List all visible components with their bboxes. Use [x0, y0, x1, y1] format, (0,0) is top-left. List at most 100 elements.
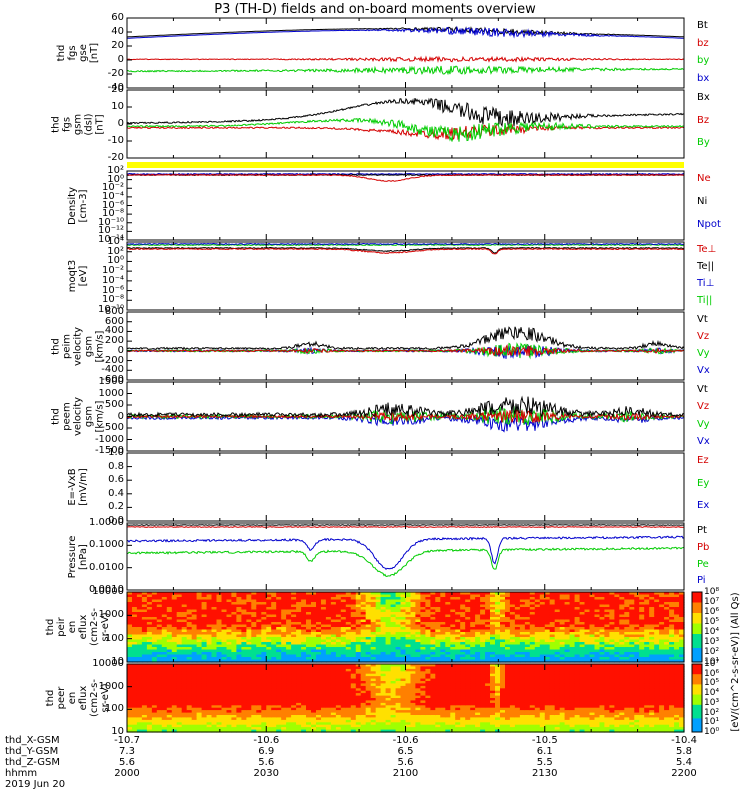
- spectrogram-cell: [614, 659, 620, 663]
- spectrogram-cell: [196, 597, 203, 601]
- spectrogram-cell: [395, 729, 402, 733]
- spectrogram-cell: [181, 664, 188, 667]
- spectrogram-cell: [664, 599, 670, 603]
- spectrogram-cell: [375, 622, 382, 626]
- spectrogram-cell: [340, 698, 347, 701]
- spectrogram-cell: [405, 629, 412, 633]
- spectrogram-cell: [181, 722, 188, 726]
- spectrogram-cell: [132, 604, 138, 608]
- spectrogram-cell: [136, 659, 143, 663]
- spectrogram-cell: [445, 612, 451, 616]
- spectrogram-cell: [644, 592, 650, 596]
- spectrogram-cell: [241, 639, 247, 643]
- spectrogram-cell: [256, 637, 262, 641]
- spectrogram-cell: [281, 710, 287, 714]
- spectrogram-cell: [534, 642, 541, 646]
- spectrogram-cell: [594, 637, 601, 641]
- spectrogram-cell: [390, 647, 397, 651]
- spectrogram-cell: [490, 622, 496, 626]
- spectrogram-cell: [196, 617, 203, 621]
- spectrogram-cell: [524, 652, 531, 656]
- spectrogram-cell: [241, 700, 247, 704]
- spectrogram-cell: [216, 629, 223, 633]
- spectrogram-cell: [485, 632, 491, 636]
- spectrogram-cell: [136, 707, 143, 711]
- spectrogram-cell: [156, 719, 163, 723]
- spectrogram-cell: [460, 599, 466, 603]
- spectrogram-cell: [251, 695, 257, 699]
- spectrogram-cell: [301, 609, 307, 613]
- spectrogram-cell: [549, 617, 556, 621]
- spectrogram-cell: [370, 678, 377, 682]
- spectrogram-cell: [321, 673, 327, 677]
- spectrogram-cell: [365, 693, 372, 697]
- spectrogram-cell: [132, 702, 138, 706]
- spectrogram-cell: [306, 707, 312, 711]
- spectrogram-cell: [127, 622, 133, 626]
- spectrogram-cell: [340, 722, 347, 726]
- spectrogram-cell: [281, 659, 287, 663]
- spectrogram-cell: [201, 599, 208, 603]
- spectrogram-cell: [296, 612, 302, 616]
- spectrogram-cell: [574, 632, 581, 636]
- spectrogram-cell: [201, 614, 208, 618]
- spectrogram-cell: [281, 700, 287, 704]
- spectrogram-cell: [261, 676, 267, 680]
- spectrogram-cell: [241, 715, 247, 718]
- spectrogram-cell: [539, 659, 546, 663]
- spectrogram-cell: [231, 673, 237, 677]
- spectrogram-cell: [390, 644, 397, 648]
- spectrogram-cell: [390, 695, 397, 699]
- spectrogram-cell: [450, 649, 456, 653]
- spectrogram-cell: [385, 619, 392, 623]
- spectrogram-cell: [316, 693, 322, 697]
- spectrogram-cell: [524, 654, 531, 658]
- spectrogram-cell: [524, 627, 531, 631]
- spectrogram-cell: [281, 602, 287, 606]
- spectrogram-cell: [594, 624, 601, 628]
- spectrogram-cell: [420, 715, 426, 718]
- spectrogram-cell: [325, 707, 332, 711]
- spectrogram-cell: [514, 607, 521, 611]
- spectrogram-cell: [425, 624, 431, 628]
- spectrogram-cell: [455, 602, 461, 606]
- spectrogram-cell: [206, 644, 213, 648]
- spectrogram-cell: [296, 698, 302, 701]
- spectrogram-cell: [634, 624, 640, 628]
- spectrogram-cell: [256, 705, 262, 709]
- spectrogram-cell: [485, 642, 491, 646]
- spectrogram-cell: [355, 654, 362, 658]
- spectrogram-cell: [136, 604, 143, 608]
- spectrogram-cell: [390, 671, 397, 675]
- spectrogram-cell: [380, 671, 387, 675]
- spectrogram-cell: [316, 627, 322, 631]
- spectrogram-cell: [674, 627, 680, 631]
- spectrogram-cell: [171, 724, 178, 728]
- spectrogram-cell: [435, 642, 441, 646]
- spectrogram-cell: [420, 619, 426, 623]
- spectrogram-cell: [345, 688, 352, 692]
- spectrogram-cell: [141, 659, 148, 663]
- spectrogram-cell: [594, 592, 601, 596]
- spectrogram-cell: [405, 727, 412, 731]
- spectrogram-cell: [146, 700, 153, 704]
- spectrogram-cell: [410, 688, 417, 692]
- spectrogram-cell: [420, 727, 426, 731]
- spectrogram-cell: [216, 676, 223, 680]
- spectrogram-cell: [191, 671, 198, 675]
- spectrogram-cell: [390, 612, 397, 616]
- spectrogram-cell: [271, 629, 277, 633]
- spectrogram-cell: [539, 642, 546, 646]
- spectrogram-cell: [306, 639, 312, 643]
- spectrogram-cell: [231, 700, 237, 704]
- spectrogram-cell: [161, 698, 168, 701]
- spectrogram-cell: [191, 695, 198, 699]
- spectrogram-cell: [236, 632, 242, 636]
- spectrogram-cell: [321, 715, 327, 718]
- spectrogram-cell: [465, 609, 471, 613]
- spectrogram-cell: [236, 666, 242, 670]
- spectrogram-cell: [574, 604, 581, 608]
- spectrogram-cell: [410, 671, 417, 675]
- spectrogram-cell: [480, 632, 486, 636]
- spectrogram-cell: [201, 702, 208, 706]
